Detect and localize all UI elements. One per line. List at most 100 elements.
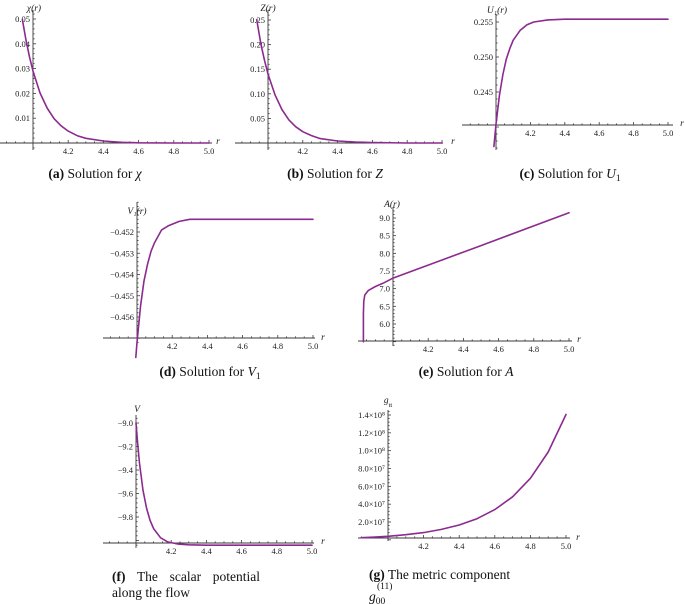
x-tick-label: 4.8 [272,341,283,351]
x-axis-label: r [321,537,325,547]
x-tick-label: 5.0 [561,541,572,551]
x-tick-label: 4.4 [98,146,109,156]
x-tick-label: 4.6 [133,146,144,156]
plot-b: 4.2 4.4 4.6 4.8 5.00.050.100.150.200.25Z(r)r [235,3,455,156]
y-tick-label: −0.453 [110,248,134,258]
metric-symbol-superscript: (11) [377,582,393,592]
y-tick-label: 0.15 [250,64,265,74]
caption-b: (b) Solution for Z [287,166,383,182]
x-axis-label: r [216,137,220,147]
y-tick-label: 7.5 [379,266,390,276]
y-tick-label: −9.6 [118,489,133,499]
plot-a: 4.2 4.4 4.6 4.8 5.00.010.020.030.040.05χ(r)r [0,3,220,156]
y-axis-label: A(r) [383,199,400,210]
caption-tag: (a) [48,166,65,181]
x-tick-label: 5.0 [308,341,319,351]
y-tick-label: 6.0×10⁷ [358,481,385,491]
caption-tag: (f) [112,569,126,584]
caption-line-1: (f) The scalar potential [112,569,260,585]
x-tick-label: 4.4 [559,128,570,138]
x-axis-label: r [577,335,581,345]
x-tick-label: 4.6 [489,541,500,551]
x-tick-label: 4.6 [237,341,248,351]
x-tick-label: 4.2 [525,128,536,138]
caption-variable: χ [135,166,142,181]
caption-a: (a) Solution for χ [48,166,141,182]
y-tick-label: 8.0 [379,248,390,258]
caption-variable: Z [375,166,383,181]
x-tick-label: 4.6 [493,344,504,354]
x-tick-label: 5.0 [307,546,318,556]
x-tick-label: 5.0 [204,146,215,156]
y-tick-label: 8.5 [379,231,390,241]
metric-symbol-subscript: 00 [375,597,386,604]
y-tick-label: 0.03 [15,64,30,74]
y-tick-label: −0.452 [110,227,134,237]
x-tick-label: 4.6 [236,546,247,556]
curve-e [362,211,570,343]
y-tick-label: −0.454 [110,270,135,280]
x-tick-label: 4.4 [454,541,465,551]
x-tick-label: 4.6 [367,146,378,156]
caption-g: (g) The metric component g (11) 00 [369,567,510,604]
caption-tag: (g) [369,567,385,582]
y-tick-label: −9.8 [118,512,133,522]
caption-tag: (e) [418,364,434,379]
y-tick-label: 1.2×10⁸ [358,428,385,438]
x-tick-label: 4.8 [528,344,539,354]
y-tick-label: 6.5 [379,301,390,311]
curve-a [21,18,210,144]
x-tick-label: 4.8 [402,146,413,156]
y-tick-label: −9.2 [118,442,133,452]
y-tick-label: −0.456 [110,312,134,322]
y-tick-label: 0.05 [250,113,265,123]
x-tick-label: 5.0 [564,344,575,354]
curve-b [255,18,443,144]
x-tick-label: 5.0 [437,146,448,156]
y-tick-label: 1.4×10⁸ [358,410,385,420]
metric-symbol-base: g [369,589,376,604]
y-tick-label: 4.0×10⁷ [358,499,385,509]
caption-subscript: 1 [255,372,261,382]
x-axis-label: r [576,533,580,543]
caption-c: (c) Solution for U1 [519,166,620,187]
y-axis-label: χ(r) [26,3,41,14]
caption-text: Solution for [307,166,372,181]
caption-text: The metric component [387,567,511,582]
caption-tag: (d) [159,364,176,379]
y-tick-label: 0.245 [474,87,493,97]
x-tick-label: 4.8 [168,146,179,156]
curve-f [135,422,313,547]
y-tick-label: 0.04 [15,39,31,49]
plot-d: 4.2 4.4 4.6 4.8 5.0 −0.452 −0.453 −0.454 −0.455 −… [103,201,325,359]
y-tick-label: 0.01 [15,113,30,123]
caption-text: The scalar potential [136,569,260,584]
y-tick-label: −9.0 [118,418,133,428]
y-tick-label: −0.455 [110,291,134,301]
caption-e: (e) Solution for A [419,364,514,380]
plot-f: 4.2 4.4 4.6 4.8 5.0 −9.0 −9.2 −9.4 −9.6 −9.8 Vr [103,405,325,556]
metric-symbol: g (11) 00 [369,582,392,604]
caption-f: (f) The scalar potential along the flow [112,569,260,601]
y-tick-label: 0.20 [250,40,265,50]
x-tick-label: 4.8 [628,128,639,138]
y-axis-label: V₁(r) [127,206,146,217]
x-tick-label: 4.2 [63,146,74,156]
x-axis-label: r [321,333,325,343]
curve-c [493,18,669,148]
x-tick-label: 4.2 [297,146,308,156]
caption-text: Solution for [436,364,502,379]
caption-d: (d) Solution for V1 [159,364,260,385]
y-tick-label: 6.0 [379,319,390,329]
x-tick-label: 4.4 [201,546,212,556]
y-tick-label: 9.0 [379,213,390,223]
caption-text: Solution for [179,364,245,379]
x-axis-label: r [680,119,684,129]
curve-g [360,413,567,539]
y-axis-label: Z(r) [260,3,275,14]
x-tick-label: 4.2 [166,546,177,556]
y-axis-label: gtt [384,396,393,409]
